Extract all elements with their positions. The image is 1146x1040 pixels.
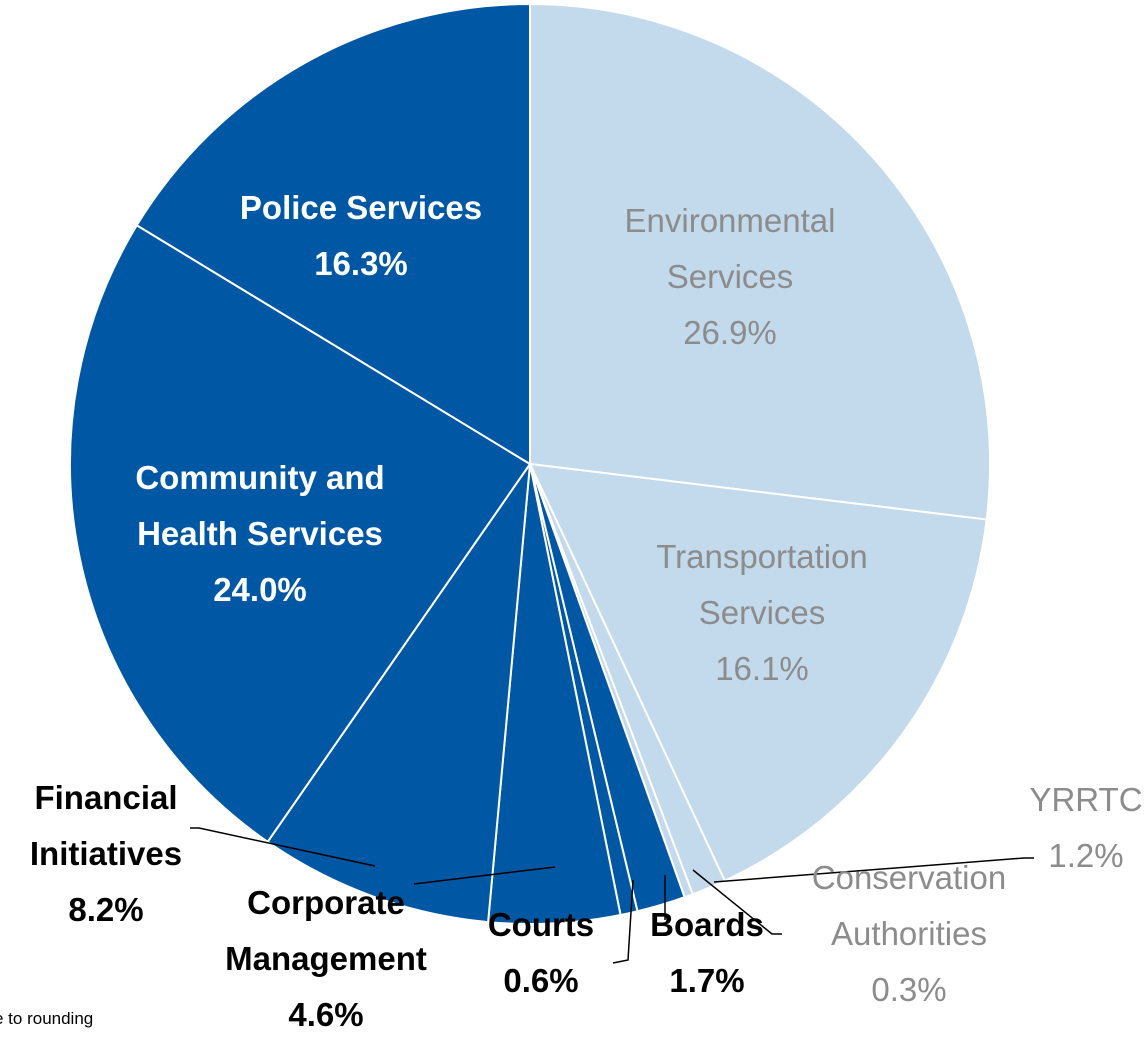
label-line: 1.2% [1048,837,1123,874]
slice-financial-initiatives [266,460,532,924]
label-line: Transportation [656,538,868,575]
label-line: Management [225,940,427,977]
label-line: 1.7% [669,962,744,999]
label-line: 26.9% [683,314,777,351]
label-line: Services [699,594,826,631]
label-line: 4.6% [288,996,363,1033]
label-environmental-services: Environmental Services 26.9% [625,202,836,351]
pie-slices [69,2,991,925]
label-conservation-authorities: Conservation Authorities 0.3% [812,859,1006,1008]
label-line: Financial [34,779,177,816]
label-line: Conservation [812,859,1006,896]
slice-police-services [135,2,531,466]
label-transportation-services: Transportation Services 16.1% [656,538,868,687]
label-community-and-health-services: Community and Health Services 24.0% [135,459,384,608]
label-boards: Boards 1.7% [650,906,764,999]
label-corporate-management: Corporate Management 4.6% [225,884,427,1033]
label-line: 16.1% [715,650,809,687]
footnote: e to rounding [0,1009,94,1028]
label-line: 0.6% [503,962,578,999]
label-line: 8.2% [68,891,143,928]
label-yrrtc: YRRTC 1.2% [1029,781,1142,874]
label-line: Courts [488,906,594,943]
label-line: YRRTC [1029,781,1142,818]
slice-environmental-services [529,2,991,521]
label-line: Initiatives [30,835,182,872]
label-line: Corporate [247,884,405,921]
label-financial-initiatives: Financial Initiatives 8.2% [30,779,182,928]
label-line: Services [667,258,794,295]
label-line: 0.3% [871,971,946,1008]
slice-community-and-health-services [69,223,532,844]
leader-lines [190,827,1034,964]
label-police-services: Police Services 16.3% [240,189,482,282]
leader-line-yrrtc [713,857,1034,883]
label-line: Environmental [625,202,836,239]
label-courts: Courts 0.6% [488,906,594,999]
leader-line-financial-initiatives [190,827,376,867]
leader-line-courts [612,879,634,964]
label-line: 24.0% [213,571,307,608]
label-line: Police Services [240,189,482,226]
slice-labels: Environmental Services 26.9% Transportation… [30,189,1143,1033]
label-line: Community and [135,459,384,496]
leader-line-corporate-management [413,866,556,885]
label-line: Authorities [831,915,987,952]
leader-line-conservation-authorities [692,869,782,935]
label-line: Health Services [137,515,383,552]
slice-transportation-services [528,462,988,883]
label-line: 16.3% [314,245,408,282]
label-line: Boards [650,906,764,943]
